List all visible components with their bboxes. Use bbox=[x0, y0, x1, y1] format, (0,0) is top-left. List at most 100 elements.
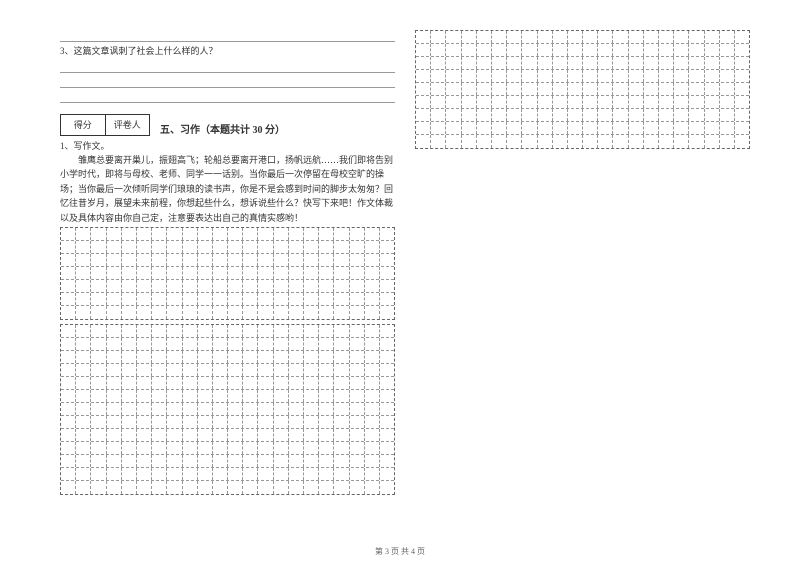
grid-cell bbox=[507, 44, 522, 56]
grid-cell bbox=[319, 241, 334, 253]
grid-cell bbox=[304, 241, 319, 253]
grid-cell bbox=[674, 83, 689, 95]
grid-cell bbox=[416, 122, 431, 134]
grid-cell bbox=[416, 96, 431, 108]
grid-cell bbox=[274, 228, 289, 240]
grid-cell bbox=[243, 377, 258, 389]
grid-cell bbox=[568, 31, 583, 43]
grid-cell bbox=[289, 390, 304, 402]
grid-cell bbox=[91, 241, 106, 253]
grid-cell bbox=[304, 254, 319, 266]
grid-row bbox=[61, 228, 394, 241]
grid-cell bbox=[689, 44, 704, 56]
grid-cell bbox=[522, 96, 537, 108]
grid-cell bbox=[137, 254, 152, 266]
grid-cell bbox=[720, 122, 735, 134]
grid-cell bbox=[507, 109, 522, 121]
grid-cell bbox=[380, 293, 394, 305]
grid-cell bbox=[380, 325, 394, 337]
grid-cell bbox=[598, 122, 613, 134]
grid-cell bbox=[198, 390, 213, 402]
grid-cell bbox=[705, 83, 720, 95]
grid-cell bbox=[350, 351, 365, 363]
grid-row bbox=[61, 338, 394, 351]
grid-cell bbox=[304, 390, 319, 402]
grid-cell bbox=[507, 96, 522, 108]
grid-cell bbox=[183, 442, 198, 454]
grid-cell bbox=[122, 403, 137, 415]
grid-cell bbox=[735, 96, 749, 108]
grid-cell bbox=[76, 293, 91, 305]
grid-cell bbox=[659, 135, 674, 148]
grid-cell bbox=[258, 403, 273, 415]
grid-cell bbox=[334, 403, 349, 415]
grid-cell bbox=[167, 293, 182, 305]
grid-cell bbox=[91, 293, 106, 305]
grid-cell bbox=[365, 254, 380, 266]
grid-cell bbox=[137, 338, 152, 350]
grid-cell bbox=[167, 280, 182, 292]
grid-cell bbox=[198, 338, 213, 350]
grid-cell bbox=[365, 377, 380, 389]
grid-row bbox=[416, 31, 749, 44]
grid-cell bbox=[198, 455, 213, 467]
grid-cell bbox=[644, 109, 659, 121]
grid-row bbox=[61, 429, 394, 442]
grid-cell bbox=[553, 83, 568, 95]
grid-cell bbox=[152, 293, 167, 305]
grid-cell bbox=[304, 351, 319, 363]
grid-cell bbox=[274, 254, 289, 266]
grid-cell bbox=[477, 135, 492, 148]
grid-cell bbox=[274, 306, 289, 319]
grid-cell bbox=[152, 442, 167, 454]
grid-cell bbox=[416, 44, 431, 56]
grid-cell bbox=[274, 280, 289, 292]
grid-cell bbox=[76, 325, 91, 337]
grid-cell bbox=[689, 96, 704, 108]
grid-cell bbox=[183, 293, 198, 305]
grid-cell bbox=[243, 442, 258, 454]
grid-cell bbox=[258, 325, 273, 337]
grid-cell bbox=[107, 403, 122, 415]
grid-cell bbox=[258, 390, 273, 402]
grid-cell bbox=[137, 306, 152, 319]
essay-prompt: 雏鹰总要离开巢儿，振翅高飞；轮船总要离开港口，扬帆远航……我们即将告别小学时代，… bbox=[60, 153, 395, 225]
grid-cell bbox=[446, 135, 461, 148]
grid-cell bbox=[152, 377, 167, 389]
grid-cell bbox=[492, 57, 507, 69]
grid-cell bbox=[538, 31, 553, 43]
grid-cell bbox=[243, 254, 258, 266]
grid-cell bbox=[76, 377, 91, 389]
grid-cell bbox=[167, 429, 182, 441]
grid-cell bbox=[183, 280, 198, 292]
grid-cell bbox=[538, 44, 553, 56]
grid-cell bbox=[350, 455, 365, 467]
grid-cell bbox=[492, 122, 507, 134]
grid-cell bbox=[446, 122, 461, 134]
grid-cell bbox=[228, 468, 243, 480]
grid-cell bbox=[122, 481, 137, 494]
grid-cell bbox=[258, 228, 273, 240]
grid-cell bbox=[274, 351, 289, 363]
grid-cell bbox=[319, 280, 334, 292]
grid-cell bbox=[659, 96, 674, 108]
grid-cell bbox=[553, 135, 568, 148]
grid-cell bbox=[152, 241, 167, 253]
grid-cell bbox=[152, 403, 167, 415]
grid-cell bbox=[380, 267, 394, 279]
grid-cell bbox=[61, 390, 76, 402]
grid-cell bbox=[213, 351, 228, 363]
grid-cell bbox=[167, 442, 182, 454]
grid-cell bbox=[334, 377, 349, 389]
grid-cell bbox=[462, 83, 477, 95]
grid-cell bbox=[365, 429, 380, 441]
grid-cell bbox=[629, 70, 644, 82]
grid-cell bbox=[319, 364, 334, 376]
grid-cell bbox=[446, 44, 461, 56]
grid-cell bbox=[107, 325, 122, 337]
grid-cell bbox=[334, 416, 349, 428]
grid-cell bbox=[613, 70, 628, 82]
grid-cell bbox=[462, 70, 477, 82]
grid-cell bbox=[380, 403, 394, 415]
grid-cell bbox=[583, 135, 598, 148]
